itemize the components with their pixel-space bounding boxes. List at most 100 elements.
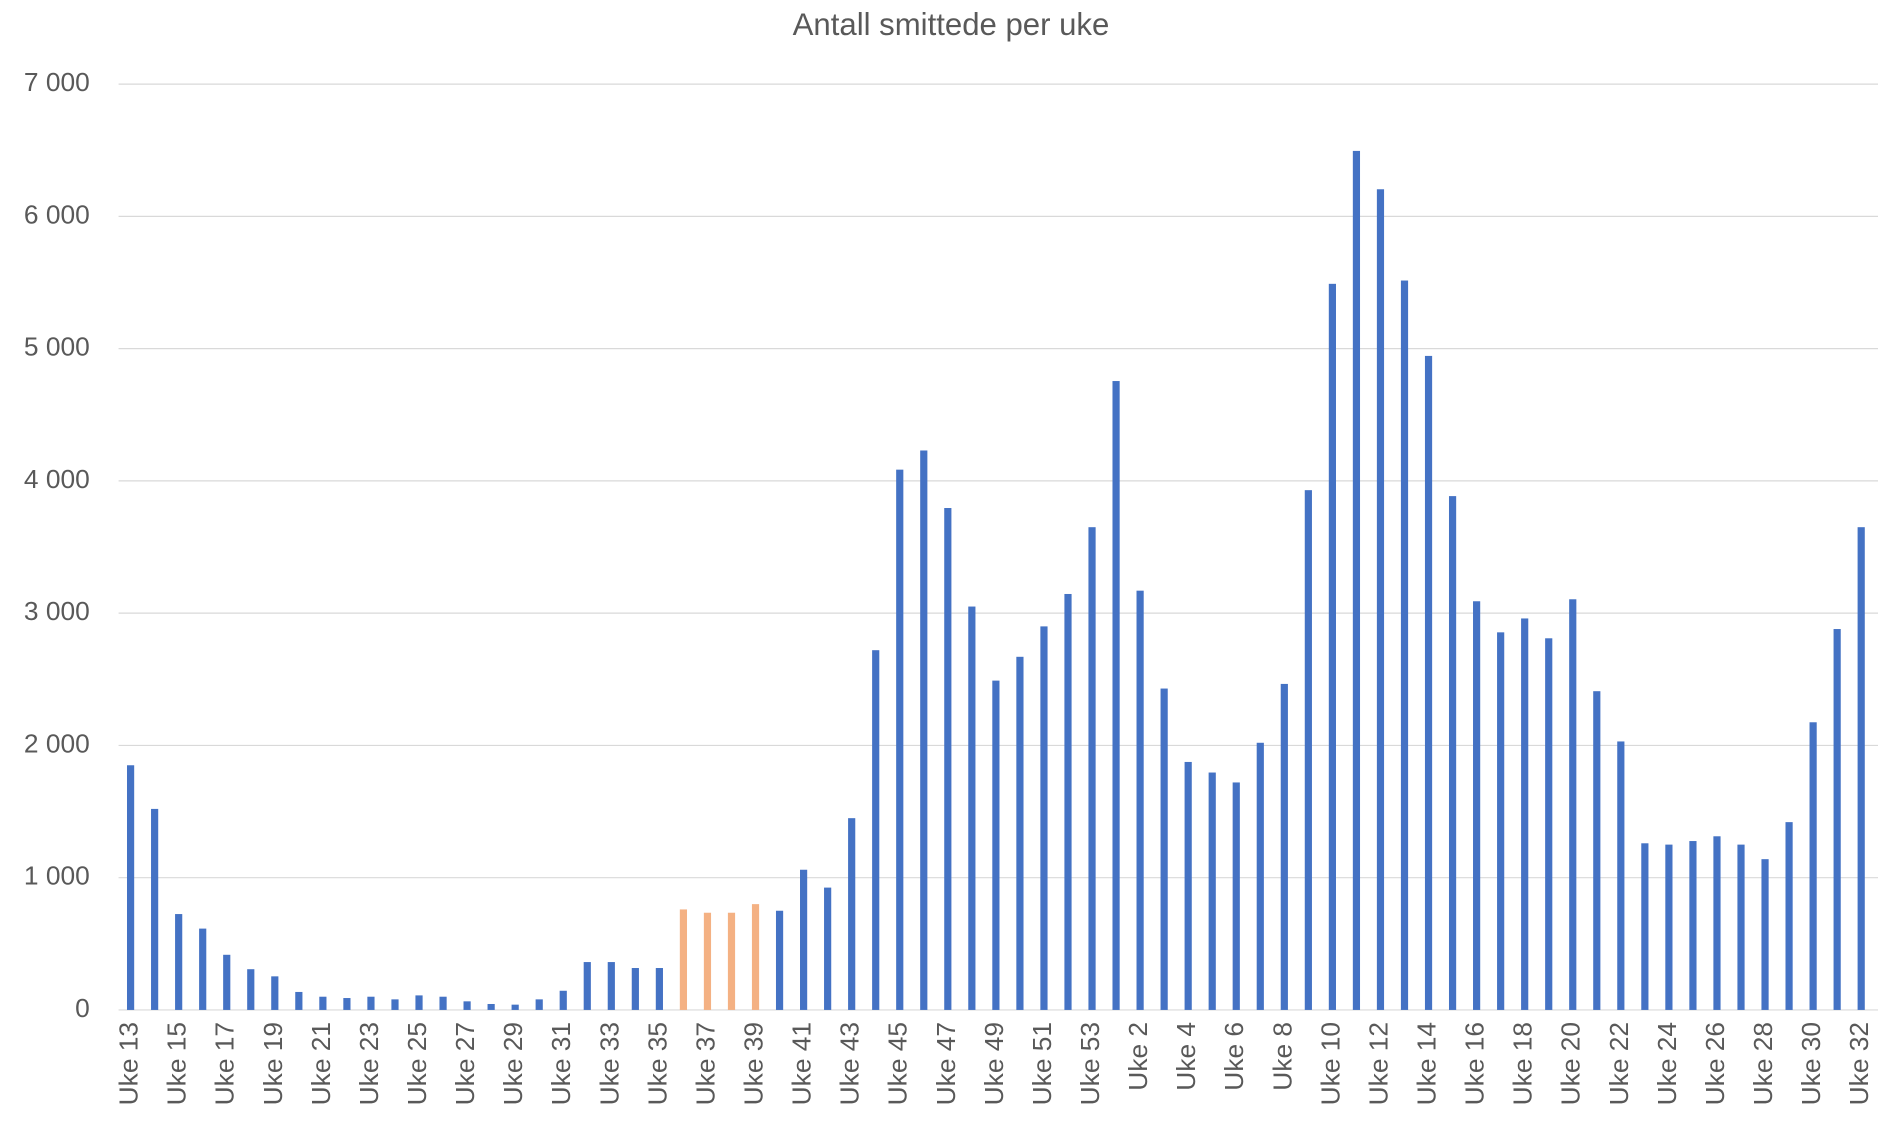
x-tick-label: Uke 23 [354,1022,384,1105]
bar [655,968,663,1010]
y-tick-label: 2 000 [24,728,90,758]
x-tick-label: Uke 8 [1267,1022,1297,1091]
bar [1328,283,1336,1010]
bar [848,818,856,1010]
bar [1280,683,1288,1010]
bar [1665,844,1673,1010]
x-tick-label: Uke 27 [450,1022,480,1105]
bar [1761,859,1769,1010]
x-tick-label: Uke 33 [594,1022,624,1105]
bar [271,976,279,1010]
bar [319,996,327,1010]
bar [1136,590,1144,1010]
x-tick-label: Uke 4 [1171,1022,1201,1091]
x-tick-label: Uke 43 [835,1022,865,1105]
bar [1737,844,1745,1010]
x-tick-label: Uke 17 [210,1022,240,1105]
bar [559,990,567,1010]
bar [1016,656,1024,1010]
y-tick-label: 4 000 [24,464,90,494]
bar [1352,150,1361,1010]
bar [751,904,760,1010]
bar [1088,527,1096,1010]
bar [535,999,543,1010]
x-tick-label: Uke 37 [690,1022,720,1105]
bar [439,996,447,1010]
bar [968,606,976,1010]
bar [631,968,639,1010]
bar [1833,629,1841,1010]
x-tick-label: Uke 18 [1508,1022,1538,1105]
bar [1304,490,1312,1010]
bar [1809,722,1817,1010]
bar [1376,189,1385,1010]
bar [1545,638,1553,1010]
x-tick-label: Uke 24 [1652,1022,1682,1105]
y-tick-label: 6 000 [24,199,90,229]
bar [1713,836,1721,1010]
bar [1569,599,1577,1010]
chart-title: Antall smittede per uke [793,7,1110,42]
bar [1473,601,1481,1010]
x-tick-label: Uke 32 [1844,1022,1874,1105]
x-tick-label: Uke 21 [306,1022,336,1105]
bar [223,954,231,1010]
bar [583,962,591,1010]
x-tick-label: Uke 16 [1460,1022,1490,1105]
bar [1040,626,1048,1010]
bar [1689,841,1697,1010]
bar [1448,496,1457,1010]
x-tick-label: Uke 51 [1027,1022,1057,1105]
x-tick-label: Uke 47 [931,1022,961,1105]
bar [1160,688,1168,1010]
x-tick-label: Uke 6 [1219,1022,1249,1091]
bar [1857,527,1865,1010]
bar [824,887,832,1010]
bar [775,910,784,1010]
y-tick-label: 5 000 [24,332,90,362]
x-tick-label: Uke 31 [546,1022,576,1105]
x-tick-label: Uke 12 [1363,1022,1393,1105]
bar [1208,772,1216,1010]
bar [1184,761,1192,1010]
y-tick-label: 1 000 [24,861,90,891]
bar [391,999,399,1010]
bar [247,969,255,1010]
bar [920,450,928,1010]
bar [800,869,808,1010]
bar [703,912,712,1010]
bar [367,996,375,1010]
x-tick-label: Uke 29 [498,1022,528,1105]
x-tick-label: Uke 2 [1123,1022,1153,1091]
bar [992,680,1000,1010]
x-tick-label: Uke 53 [1075,1022,1105,1105]
bar [1641,843,1649,1010]
bar [727,912,736,1010]
bar [175,914,183,1010]
bar [1112,381,1120,1010]
x-tick-label: Uke 41 [787,1022,817,1105]
bar [872,650,880,1010]
y-tick-label: 3 000 [24,596,90,626]
bar [896,469,904,1010]
bar [1497,632,1505,1010]
x-tick-label: Uke 45 [883,1022,913,1105]
bar [1232,782,1240,1010]
bar [944,508,952,1010]
bar [1593,691,1601,1010]
bar [679,909,688,1010]
x-tick-label: Uke 14 [1411,1022,1441,1105]
bar [1424,355,1433,1010]
bar [1064,593,1072,1010]
bar [1785,822,1793,1010]
x-tick-label: Uke 28 [1748,1022,1778,1105]
bar [1256,742,1264,1010]
bar [151,808,159,1010]
x-tick-label: Uke 15 [162,1022,192,1105]
y-tick-label: 0 [75,993,90,1023]
bar [511,1004,519,1010]
x-tick-label: Uke 39 [738,1022,768,1105]
x-tick-label: Uke 10 [1315,1022,1345,1105]
